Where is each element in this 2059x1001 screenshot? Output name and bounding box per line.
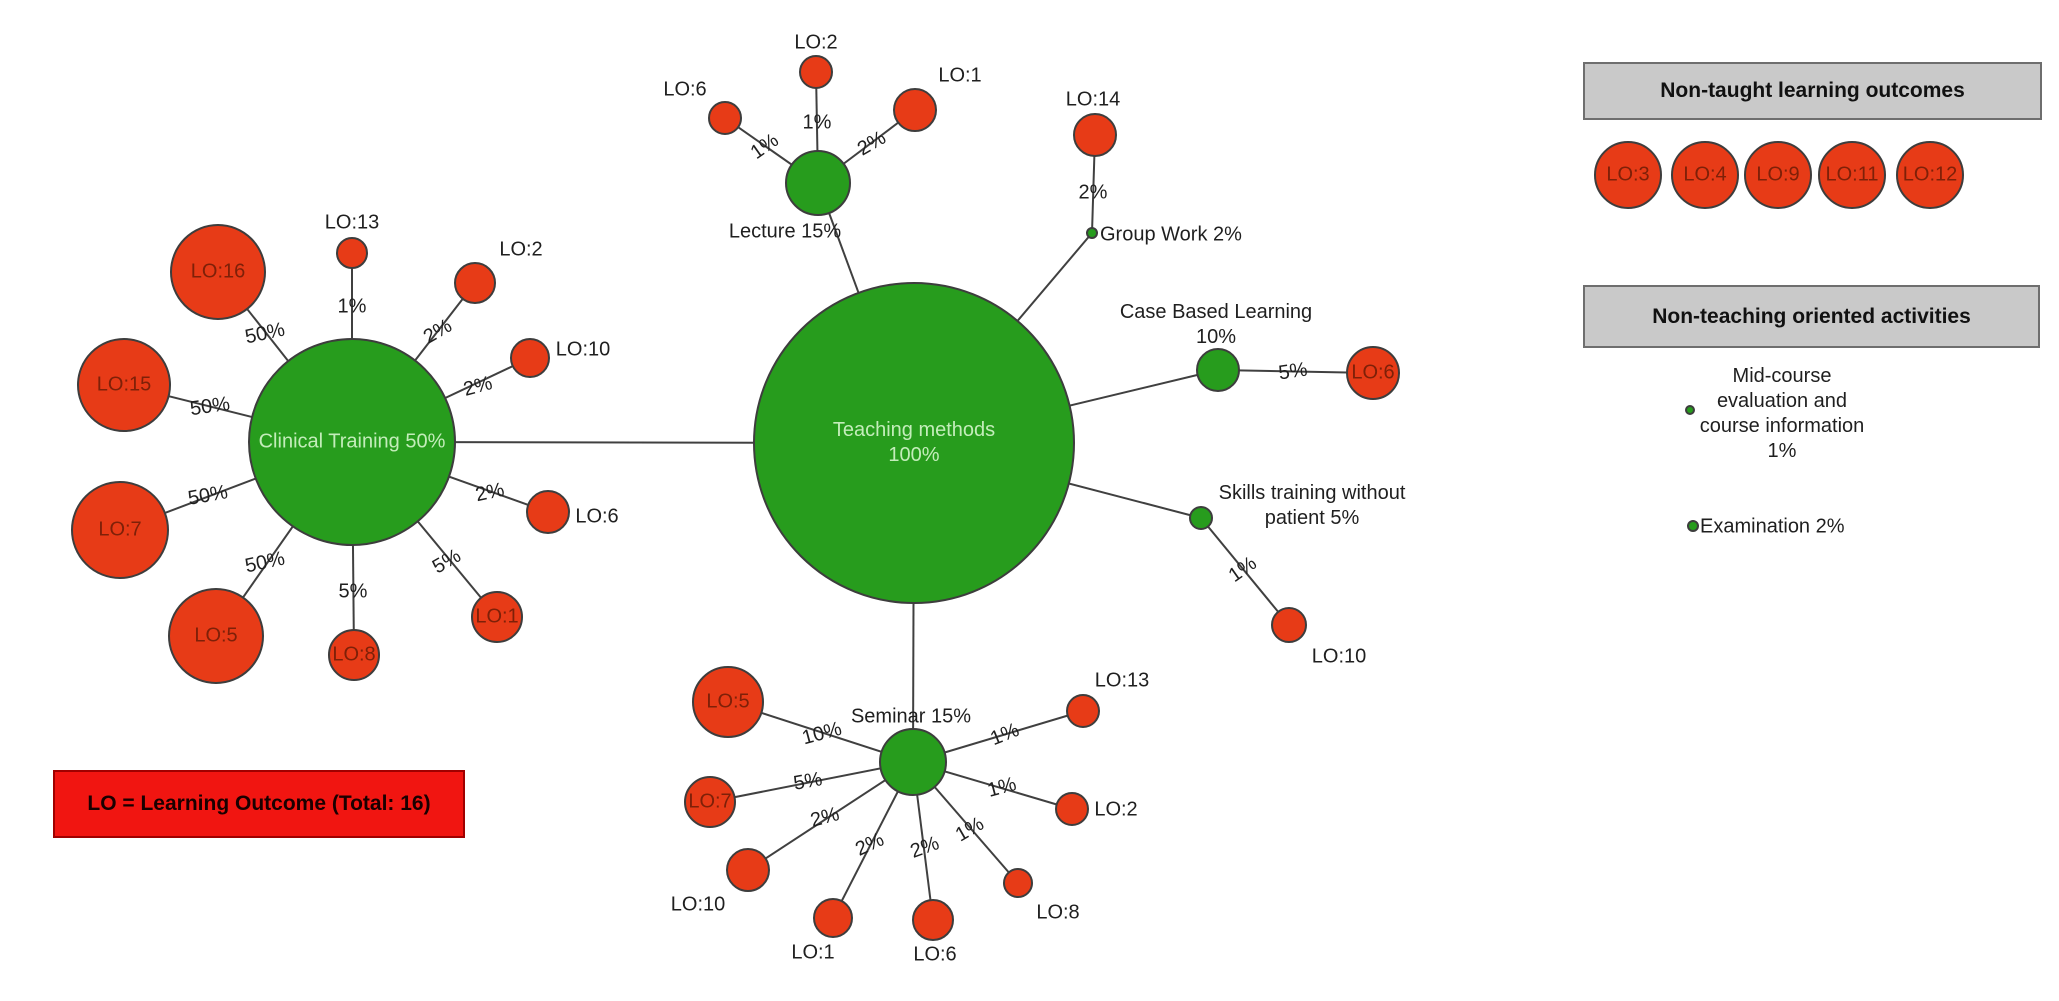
node-exam-dot: [1687, 520, 1699, 532]
node-label-sem-lo8: LO:8: [1036, 901, 1080, 924]
node-cl-lo5: [168, 588, 264, 684]
node-label-skills-lo10: LO:10: [1311, 645, 1367, 668]
node-lo14: [1073, 113, 1117, 157]
exam-label: Examination 2%: [1700, 515, 1845, 538]
node-groupwork: [1086, 227, 1098, 239]
node-sem-lo6: [912, 899, 954, 941]
node-label-cl-lo13: LO:13: [324, 211, 380, 234]
node-label-lec-lo2: LO:2: [794, 31, 838, 54]
seminar-label: Seminar 15%: [850, 705, 972, 728]
node-skills-lo10: [1271, 607, 1307, 643]
node-sem-lo5: [692, 666, 764, 738]
node-label-lec-lo6: LO:6: [663, 78, 707, 101]
node-nt-lo4: [1671, 141, 1739, 209]
node-label-cl-lo2: LO:2: [499, 238, 543, 261]
node-mid-dot: [1685, 405, 1695, 415]
node-label-nt-lo11: LO:11: [1825, 163, 1879, 186]
node-label-teaching: Teaching methods 100%: [832, 419, 996, 466]
edge-label-clinical-cl-lo8: 5%: [338, 580, 368, 603]
node-nt-lo12: [1896, 141, 1964, 209]
node-cl-lo16: [170, 224, 266, 320]
node-sem-lo7: [684, 776, 736, 828]
non-taught-outcomes-header: Non-taught learning outcomes: [1583, 62, 2042, 120]
node-sem-lo1: [813, 898, 853, 938]
node-sem-lo10: [726, 848, 770, 892]
node-nt-lo3: [1594, 141, 1662, 209]
node-cbl-lo6: [1346, 346, 1400, 400]
node-label-cl-lo7: LO:7: [98, 518, 142, 541]
node-label-cl-lo1: LO:1: [475, 605, 519, 628]
learning-outcome-legend: LO = Learning Outcome (Total: 16): [53, 770, 465, 838]
node-cl-lo15: [77, 338, 171, 432]
node-lec-lo2: [799, 55, 833, 89]
node-label-nt-lo3: LO:3: [1606, 163, 1650, 186]
non-taught-outcomes-title: Non-taught learning outcomes: [1660, 79, 1965, 102]
node-label-sem-lo7: LO:7: [688, 790, 732, 813]
node-label-cbl-lo6: LO:6: [1351, 361, 1395, 384]
node-label-sem-lo5: LO:5: [706, 690, 750, 713]
node-cl-lo1: [471, 591, 523, 643]
node-label-nt-lo4: LO:4: [1683, 163, 1727, 186]
node-lec-lo6: [708, 101, 742, 135]
node-label-cl-lo15: LO:15: [96, 373, 152, 396]
node-label-clinical: Clinical Training 50%: [258, 430, 446, 453]
node-cl-lo8: [328, 629, 380, 681]
non-teaching-activities-title: Non-teaching oriented activities: [1652, 304, 1971, 328]
node-cl-lo10: [510, 338, 550, 378]
node-sem-lo2: [1055, 792, 1089, 826]
edge-seminar-sem-lo7: [709, 761, 914, 803]
node-seminar: [879, 728, 947, 796]
node-cl-lo2: [454, 262, 496, 304]
node-sem-lo13: [1066, 694, 1100, 728]
node-nt-lo9: [1744, 141, 1812, 209]
skills-label: Skills training without patient 5%: [1218, 482, 1406, 529]
edge-label-groupwork-lo14: 2%: [1078, 181, 1108, 204]
node-skills: [1189, 506, 1213, 530]
node-lec-lo1: [893, 88, 937, 132]
node-label-cl-lo16: LO:16: [190, 260, 246, 283]
node-cl-lo7: [71, 481, 169, 579]
node-lecture: [785, 150, 851, 216]
node-cl-lo13: [336, 237, 368, 269]
node-cl-lo6: [526, 490, 570, 534]
edge-skills-skills-lo10: [1200, 517, 1290, 626]
edge-label-lecture-lec-lo2: 1%: [802, 111, 832, 134]
edge-label-seminar-sem-lo7: 5%: [791, 768, 825, 795]
node-clinical: [248, 338, 456, 546]
node-label-cl-lo6: LO:6: [575, 505, 619, 528]
node-label-nt-lo12: LO:12: [1902, 163, 1958, 186]
node-label-sem-lo1: LO:1: [791, 941, 835, 964]
node-label-sem-lo2: LO:2: [1094, 798, 1138, 821]
node-sem-lo8: [1003, 868, 1033, 898]
non-teaching-activities-header: Non-teaching oriented activities: [1583, 285, 2040, 348]
node-cbl: [1196, 348, 1240, 392]
edge-label-clinical-cl-lo13: 1%: [337, 295, 367, 318]
node-label-lo14: LO:14: [1065, 88, 1121, 111]
node-label-sem-lo10: LO:10: [670, 893, 726, 916]
cbl-label: Case Based Learning 10%: [1119, 301, 1313, 348]
node-label-sem-lo13: LO:13: [1094, 669, 1150, 692]
node-label-lec-lo1: LO:1: [938, 64, 982, 87]
midcourse-label: Mid-course evaluation and course informa…: [1699, 365, 1865, 462]
node-label-sem-lo6: LO:6: [913, 943, 957, 966]
groupwork-label: Group Work 2%: [1100, 223, 1242, 246]
node-nt-lo11: [1818, 141, 1886, 209]
node-label-nt-lo9: LO:9: [1756, 163, 1800, 186]
lecture-label: Lecture 15%: [728, 220, 842, 243]
node-teaching: [753, 282, 1075, 604]
node-label-cl-lo8: LO:8: [332, 643, 376, 666]
learning-outcome-legend-text: LO = Learning Outcome (Total: 16): [87, 792, 431, 815]
node-label-cl-lo10: LO:10: [555, 338, 611, 361]
edge-label-cbl-cbl-lo6: 5%: [1277, 358, 1309, 385]
node-label-cl-lo5: LO:5: [194, 624, 238, 647]
